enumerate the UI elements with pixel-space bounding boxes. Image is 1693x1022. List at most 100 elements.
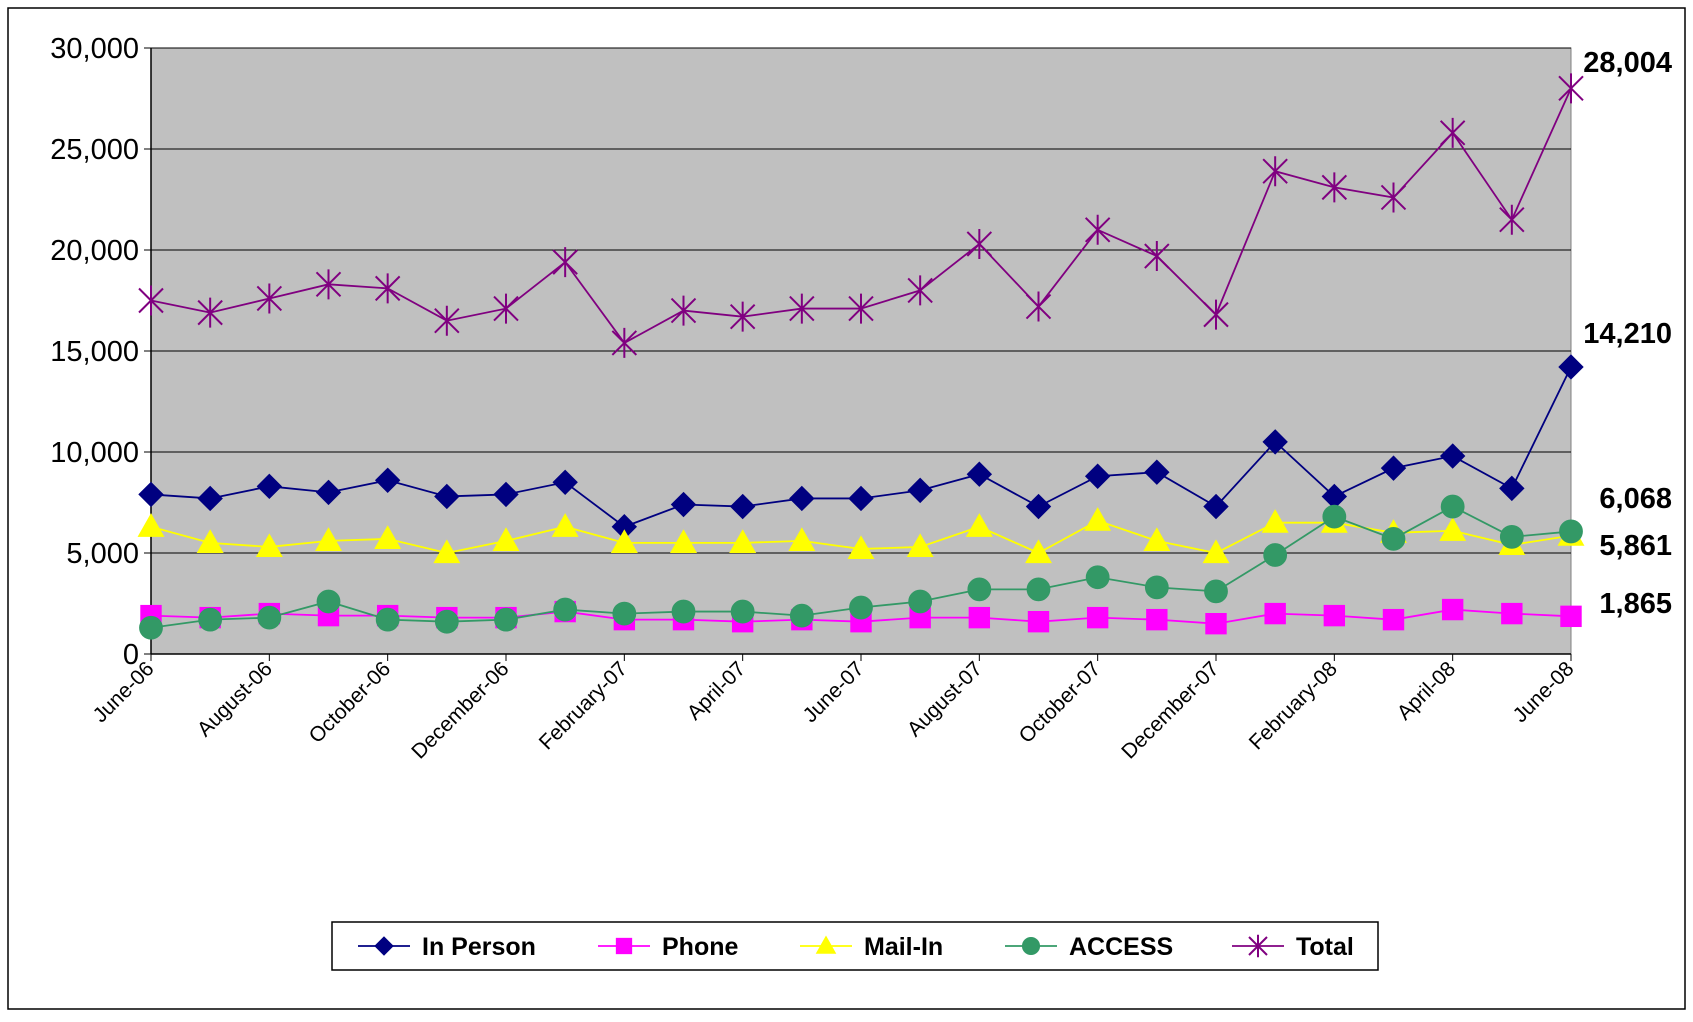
- data-point-mail-in: [1025, 539, 1052, 564]
- data-point-total: [1380, 182, 1407, 213]
- data-point-phone: [1560, 605, 1582, 628]
- y-tick-label: 15,000: [50, 336, 139, 368]
- data-point-in-person: [1025, 493, 1052, 520]
- data-point-total: [789, 293, 815, 324]
- data-point-in-person: [789, 485, 815, 512]
- data-point-access: [967, 577, 992, 602]
- legend-marker: [815, 935, 837, 954]
- data-point-total: [434, 305, 460, 336]
- data-point-mail-in: [492, 527, 520, 551]
- data-point-total: [966, 228, 993, 259]
- data-point-access: [494, 607, 518, 632]
- data-label-phone: 1,865: [1599, 588, 1672, 620]
- annotations: 28,004 14,210 6,068 5,861 1,865: [1583, 47, 1672, 620]
- data-point-total: [670, 295, 697, 326]
- data-point-phone: [1086, 606, 1109, 629]
- data-point-mail-in: [255, 533, 283, 558]
- data-point-in-person: [434, 483, 460, 510]
- legend-item-phone: Phone: [598, 933, 738, 961]
- data-point-access: [434, 609, 459, 634]
- data-point-total: [1025, 291, 1052, 322]
- data-point-in-person: [1380, 455, 1407, 481]
- data-point-mail-in: [1143, 527, 1171, 551]
- data-point-access: [908, 589, 933, 614]
- data-point-access: [1204, 579, 1228, 604]
- data-point-in-person: [1144, 459, 1170, 485]
- legend-label: In Person: [422, 933, 536, 961]
- data-point-phone: [1382, 608, 1405, 631]
- series-access: [139, 494, 1583, 640]
- series-total: [138, 73, 1584, 358]
- data-point-access: [1263, 543, 1288, 567]
- data-point-phone: [968, 606, 991, 629]
- data-label-in-person: 14,210: [1583, 318, 1672, 350]
- data-point-total: [1499, 204, 1525, 235]
- data-point-in-person: [197, 485, 223, 512]
- y-tick-label: 0: [123, 639, 139, 671]
- data-point-mail-in: [965, 513, 993, 537]
- data-point-total: [1439, 117, 1466, 148]
- data-point-in-person: [1262, 429, 1288, 455]
- data-point-access: [789, 603, 814, 628]
- data-point-access: [553, 597, 578, 622]
- data-point-access: [1026, 577, 1051, 602]
- data-point-in-person: [1558, 354, 1584, 380]
- data-point-total: [315, 269, 342, 300]
- data-point-in-person: [552, 469, 578, 496]
- legend-marker: [374, 936, 394, 956]
- data-point-mail-in: [729, 529, 757, 553]
- data-point-access: [1322, 504, 1347, 529]
- data-label-total: 28,004: [1583, 47, 1672, 79]
- data-point-mail-in: [1084, 507, 1112, 531]
- data-point-in-person: [493, 481, 519, 508]
- legend-item-total: Total: [1232, 933, 1354, 961]
- data-point-access: [1559, 519, 1583, 544]
- legend-marker: [1248, 934, 1268, 958]
- data-point-total: [374, 273, 401, 304]
- data-point-total: [256, 283, 283, 314]
- data-point-in-person: [315, 479, 342, 506]
- gridlines: [151, 47, 1571, 554]
- data-point-access: [730, 599, 755, 624]
- data-point-total: [138, 285, 164, 316]
- data-point-access: [1440, 494, 1465, 519]
- legend-label: Total: [1296, 933, 1354, 961]
- y-tick-label: 25,000: [50, 134, 139, 166]
- series-in-person: [138, 354, 1584, 540]
- data-point-total: [493, 293, 519, 324]
- data-point-in-person: [1439, 443, 1466, 469]
- data-point-phone: [1027, 610, 1050, 633]
- legend-item-access: ACCESS: [1005, 933, 1173, 961]
- data-point-mail-in: [374, 525, 402, 549]
- data-label-mail-in: 5,861: [1599, 530, 1672, 562]
- data-point-in-person: [966, 461, 993, 487]
- legend-label: Phone: [662, 933, 738, 961]
- data-point-in-person: [256, 473, 283, 500]
- data-point-mail-in: [551, 513, 579, 537]
- data-point-phone: [1501, 602, 1523, 625]
- data-point-phone: [1264, 602, 1286, 625]
- data-point-access: [849, 595, 873, 620]
- data-point-access: [1381, 526, 1406, 551]
- data-point-total: [907, 275, 933, 306]
- data-point-total: [848, 293, 874, 324]
- data-point-phone: [1146, 608, 1168, 631]
- data-point-total: [1262, 156, 1288, 187]
- legend-box: [331, 921, 1379, 971]
- data-point-total: [1084, 214, 1111, 245]
- data-point-total: [729, 301, 756, 332]
- data-point-access: [671, 599, 696, 624]
- y-tick-label: 10,000: [50, 437, 139, 469]
- data-point-mail-in: [670, 529, 697, 553]
- data-point-total: [1321, 172, 1348, 203]
- data-point-in-person: [848, 485, 874, 512]
- data-point-in-person: [1499, 475, 1525, 502]
- data-point-total: [197, 297, 223, 328]
- data-point-mail-in: [788, 527, 816, 551]
- data-point-mail-in: [847, 535, 875, 560]
- legend-marker: [615, 937, 633, 955]
- data-point-mail-in: [137, 513, 165, 537]
- data-point-in-person: [1084, 463, 1111, 489]
- data-point-phone: [1441, 598, 1464, 621]
